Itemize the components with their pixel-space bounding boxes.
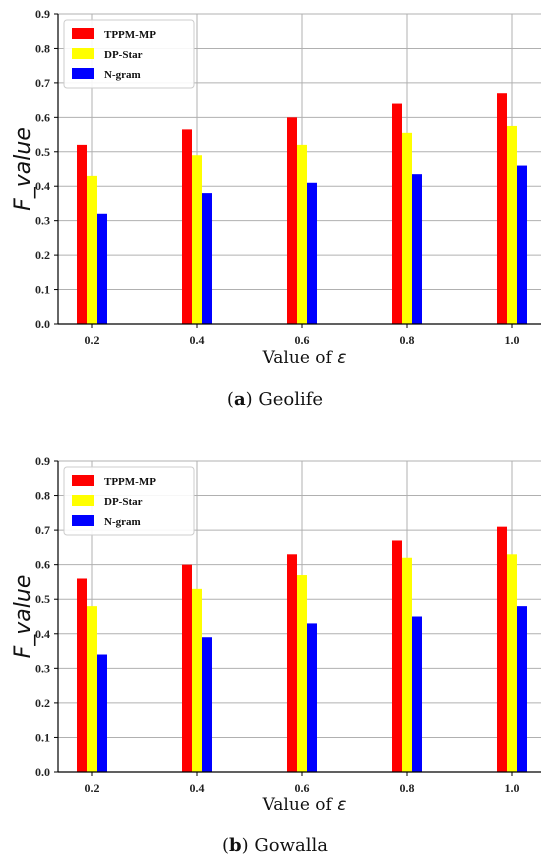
bar-n-gram-0.6 <box>307 623 317 772</box>
bar-n-gram-0.8 <box>412 174 422 324</box>
legend-swatch-n-gram <box>72 515 94 526</box>
x-tick-label: 0.8 <box>400 333 415 347</box>
bar-dp-star-1.0 <box>507 554 517 772</box>
legend-box <box>63 19 195 89</box>
legend-label-tppm-mp: TPPM-MP <box>104 29 156 41</box>
bar-tppm-mp-0.8 <box>392 540 402 772</box>
y-tick-label: 0.8 <box>35 489 50 503</box>
y-tick-label: 0.9 <box>35 7 50 21</box>
y-tick-label: 0.4 <box>35 179 50 193</box>
bar-tppm-mp-0.4 <box>182 129 192 324</box>
bar-tppm-mp-0.6 <box>287 117 297 324</box>
x-tick-label: 0.4 <box>190 781 205 795</box>
y-tick-label: 0.0 <box>35 765 50 779</box>
bar-tppm-mp-1.0 <box>497 93 507 324</box>
bar-dp-star-0.6 <box>297 575 307 772</box>
bar-dp-star-0.4 <box>192 588 202 772</box>
chart-panel-geolife: 0.0 0.1 0.2 0.3 0.4 0.5 0.6 0.7 0.8 0.9 0.2 0.4 0.6 0… <box>11 7 541 410</box>
x-tick-label: 0.6 <box>295 781 310 795</box>
bar-dp-star-0.2 <box>87 606 97 772</box>
bar-tppm-mp-0.2 <box>77 144 87 324</box>
x-axis-label-symbol: ε <box>337 348 346 368</box>
legend-label-dp-star: DP-Star <box>104 496 143 508</box>
y-tick-label: 0.3 <box>35 214 50 228</box>
caption-close-paren: ) <box>246 389 259 410</box>
chart-panel-gowalla: 0.0 0.1 0.2 0.3 0.4 0.5 0.6 0.7 0.8 0.9 0.2 0.4 0.6 0… <box>11 454 541 856</box>
legend-swatch-dp-star <box>72 48 94 59</box>
caption-letter: a <box>234 389 246 410</box>
bar-n-gram-0.6 <box>307 182 317 324</box>
caption-text: Gowalla <box>254 835 328 856</box>
x-tick-label: 1.0 <box>505 781 520 795</box>
legend-swatch-dp-star <box>72 495 94 506</box>
legend-swatch-n-gram <box>72 68 94 79</box>
x-tick-label: 0.2 <box>85 333 100 347</box>
x-axis-label-text: Value of <box>262 348 338 368</box>
legend-label-n-gram: N-gram <box>104 516 141 528</box>
y-axis-label: F_value <box>11 575 36 659</box>
bar-dp-star-1.0 <box>507 125 517 324</box>
legend-label-dp-star: DP-Star <box>104 49 143 61</box>
caption-close-paren: ) <box>242 835 255 856</box>
x-axis-label-text: Value of <box>262 795 338 815</box>
x-tick-label: 0.6 <box>295 333 310 347</box>
legend: TPPM-MP DP-Star N-gram <box>63 19 195 89</box>
y-tick-label: 0.8 <box>35 41 50 55</box>
bar-tppm-mp-1.0 <box>497 526 507 772</box>
bar-dp-star-0.8 <box>402 132 412 324</box>
bar-n-gram-1.0 <box>517 165 527 324</box>
y-tick-label: 0.6 <box>35 558 50 572</box>
figure-caption: (a) Geolife <box>227 389 323 410</box>
x-tick-label: 1.0 <box>505 333 520 347</box>
bar-dp-star-0.6 <box>297 144 307 324</box>
bar-tppm-mp-0.2 <box>77 578 87 772</box>
y-tick-label: 0.3 <box>35 661 50 675</box>
bar-n-gram-0.4 <box>202 193 212 324</box>
bar-tppm-mp-0.4 <box>182 564 192 772</box>
y-tick-label: 0.9 <box>35 454 50 468</box>
legend-label-tppm-mp: TPPM-MP <box>104 476 156 488</box>
y-tick-label: 0.1 <box>35 283 50 297</box>
legend-swatch-tppm-mp <box>72 28 94 39</box>
bar-n-gram-0.4 <box>202 637 212 772</box>
bar-tppm-mp-0.6 <box>287 554 297 772</box>
y-tick-label: 0.7 <box>35 523 50 537</box>
y-tick-label: 0.5 <box>35 592 50 606</box>
y-tick-label: 0.2 <box>35 248 50 262</box>
y-tick-label: 0.4 <box>35 627 50 641</box>
x-axis-label: Value of ε <box>262 348 347 368</box>
legend-swatch-tppm-mp <box>72 475 94 486</box>
caption-text: Geolife <box>258 389 323 410</box>
y-tick-label: 0.6 <box>35 110 50 124</box>
y-axis-label: F_value <box>11 127 36 211</box>
bar-dp-star-0.8 <box>402 557 412 772</box>
x-tick-label: 0.4 <box>190 333 205 347</box>
y-tick-label: 0.0 <box>35 317 50 331</box>
y-tick-label: 0.7 <box>35 76 50 90</box>
legend: TPPM-MP DP-Star N-gram <box>63 466 195 536</box>
bar-dp-star-0.4 <box>192 155 202 324</box>
legend-label-n-gram: N-gram <box>104 69 141 81</box>
bar-dp-star-0.2 <box>87 175 97 324</box>
bar-n-gram-1.0 <box>517 606 527 772</box>
x-axis-label-symbol: ε <box>337 795 346 815</box>
figure-caption: (b) Gowalla <box>222 835 328 856</box>
x-axis-label: Value of ε <box>262 795 347 815</box>
legend-box <box>63 466 195 536</box>
caption-open-paren: ( <box>227 389 234 410</box>
y-tick-label: 0.5 <box>35 145 50 159</box>
y-tick-label: 0.1 <box>35 730 50 744</box>
y-tick-label: 0.2 <box>35 696 50 710</box>
x-tick-label: 0.2 <box>85 781 100 795</box>
x-tick-label: 0.8 <box>400 781 415 795</box>
bar-tppm-mp-0.8 <box>392 103 402 324</box>
bar-n-gram-0.2 <box>97 654 107 772</box>
caption-letter: b <box>229 835 242 856</box>
caption-open-paren: ( <box>222 835 229 856</box>
bar-n-gram-0.8 <box>412 616 422 772</box>
bar-n-gram-0.2 <box>97 213 107 324</box>
